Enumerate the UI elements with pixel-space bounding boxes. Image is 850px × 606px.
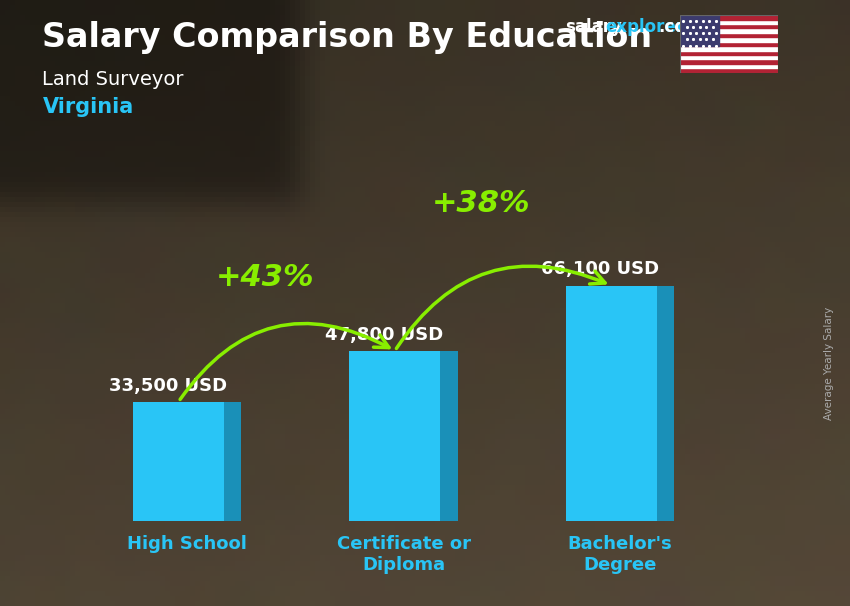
Text: explorer: explorer xyxy=(605,18,684,36)
Text: Certificate or
Diploma: Certificate or Diploma xyxy=(337,536,471,574)
Polygon shape xyxy=(657,285,674,521)
Text: Virginia: Virginia xyxy=(42,97,133,117)
Bar xyxy=(680,55,778,59)
Text: salary: salary xyxy=(565,18,622,36)
Text: Salary Comparison By Education: Salary Comparison By Education xyxy=(42,21,653,54)
Text: +43%: +43% xyxy=(216,263,314,292)
FancyArrowPatch shape xyxy=(180,324,389,399)
Polygon shape xyxy=(349,351,440,521)
Polygon shape xyxy=(224,402,241,521)
Text: .com: .com xyxy=(659,18,704,36)
Polygon shape xyxy=(440,351,457,521)
Text: Land Surveyor: Land Surveyor xyxy=(42,70,184,88)
Text: +38%: +38% xyxy=(432,189,530,218)
Bar xyxy=(680,28,778,33)
Bar xyxy=(680,24,778,28)
Bar xyxy=(680,64,778,68)
Polygon shape xyxy=(566,285,657,521)
Bar xyxy=(680,46,778,50)
Bar xyxy=(680,68,778,73)
Text: 33,500 USD: 33,500 USD xyxy=(109,376,227,395)
Bar xyxy=(680,19,778,24)
Bar xyxy=(680,59,778,64)
Bar xyxy=(680,33,778,38)
Bar xyxy=(680,50,778,55)
Bar xyxy=(680,38,778,42)
Text: High School: High School xyxy=(128,536,247,553)
Polygon shape xyxy=(133,402,224,521)
Text: Bachelor's
Degree: Bachelor's Degree xyxy=(568,536,672,574)
Text: 66,100 USD: 66,100 USD xyxy=(541,261,660,278)
Bar xyxy=(680,15,778,19)
Bar xyxy=(680,42,778,46)
FancyArrowPatch shape xyxy=(396,266,605,348)
Bar xyxy=(680,15,719,46)
Text: 47,800 USD: 47,800 USD xyxy=(325,325,443,344)
Text: Average Yearly Salary: Average Yearly Salary xyxy=(824,307,834,420)
